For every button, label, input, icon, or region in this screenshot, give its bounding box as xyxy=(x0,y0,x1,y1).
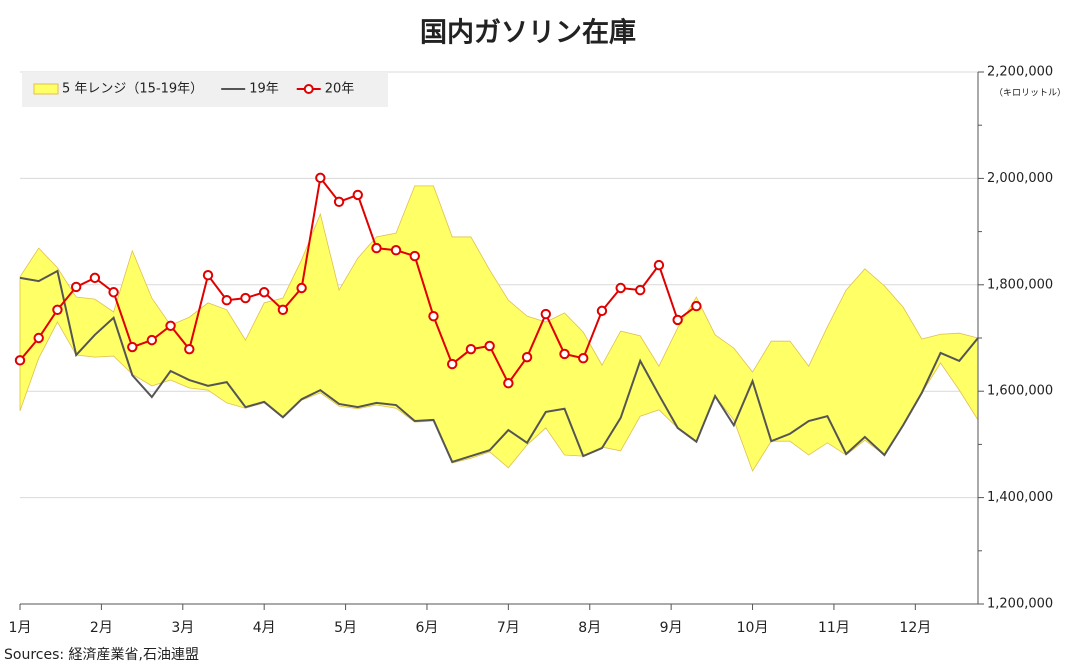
marker xyxy=(653,259,665,271)
marker xyxy=(240,292,251,304)
marker xyxy=(221,295,232,306)
y-tick-label: 1,600,000 xyxy=(987,384,1053,399)
y-tick-label: 2,200,000 xyxy=(987,65,1053,80)
marker xyxy=(202,270,214,281)
y-unit-label: （キロリットル） xyxy=(994,88,1066,99)
legend-label: 20年 xyxy=(325,82,355,97)
marker xyxy=(108,287,119,298)
marker xyxy=(52,304,63,316)
marker xyxy=(559,348,570,360)
marker xyxy=(33,332,44,344)
marker xyxy=(428,310,439,322)
x-tick-label: 12月 xyxy=(899,620,931,636)
x-tick-label: 5月 xyxy=(334,620,357,636)
marker xyxy=(596,305,608,317)
y-tick-label: 1,400,000 xyxy=(987,490,1053,505)
marker xyxy=(409,250,420,262)
chart-title: 国内ガソリン在庫 xyxy=(420,18,636,49)
marker xyxy=(14,355,26,366)
x-tick-label: 1月 xyxy=(9,620,32,636)
legend-label: 19年 xyxy=(249,82,279,97)
marker xyxy=(521,351,533,363)
marker xyxy=(184,343,195,355)
marker xyxy=(258,287,270,298)
x-tick-label: 7月 xyxy=(497,620,520,636)
legend-label: 5 年レンジ（15-19年） xyxy=(62,82,203,97)
marker xyxy=(615,282,626,294)
series-line xyxy=(19,269,979,464)
y-tick-label: 1,800,000 xyxy=(987,277,1053,292)
x-tick-label: 4月 xyxy=(253,620,276,636)
x-tick-label: 10月 xyxy=(737,620,769,636)
marker xyxy=(146,334,158,346)
x-tick-label: 3月 xyxy=(171,620,194,636)
marker xyxy=(503,378,514,389)
x-tick-label: 11月 xyxy=(818,620,850,636)
x-tick-label: 8月 xyxy=(578,620,601,636)
marker xyxy=(296,282,307,294)
marker xyxy=(540,308,552,320)
y-tick-label: 2,000,000 xyxy=(987,171,1053,186)
x-tick-label: 6月 xyxy=(416,620,439,636)
legend-swatch xyxy=(33,83,59,95)
marker xyxy=(484,340,495,352)
x-tick-label: 2月 xyxy=(90,620,113,636)
marker xyxy=(446,358,458,370)
marker xyxy=(371,242,382,254)
marker xyxy=(352,189,363,201)
y-tick-label: 1,200,000 xyxy=(987,597,1053,612)
legend-marker xyxy=(303,84,314,94)
marker xyxy=(333,196,345,208)
marker xyxy=(465,343,477,355)
legend-box xyxy=(22,72,388,107)
marker xyxy=(277,304,289,316)
marker xyxy=(390,245,402,256)
marker xyxy=(672,314,683,326)
marker xyxy=(89,272,101,284)
marker xyxy=(635,284,646,296)
marker xyxy=(70,281,82,293)
marker xyxy=(127,341,138,353)
source: Sources: 経済産業省,石油連盟 xyxy=(4,647,199,663)
marker xyxy=(578,353,589,364)
marker xyxy=(165,320,176,331)
marker xyxy=(691,300,702,312)
x-tick-label: 9月 xyxy=(660,620,683,636)
marker xyxy=(315,172,326,184)
